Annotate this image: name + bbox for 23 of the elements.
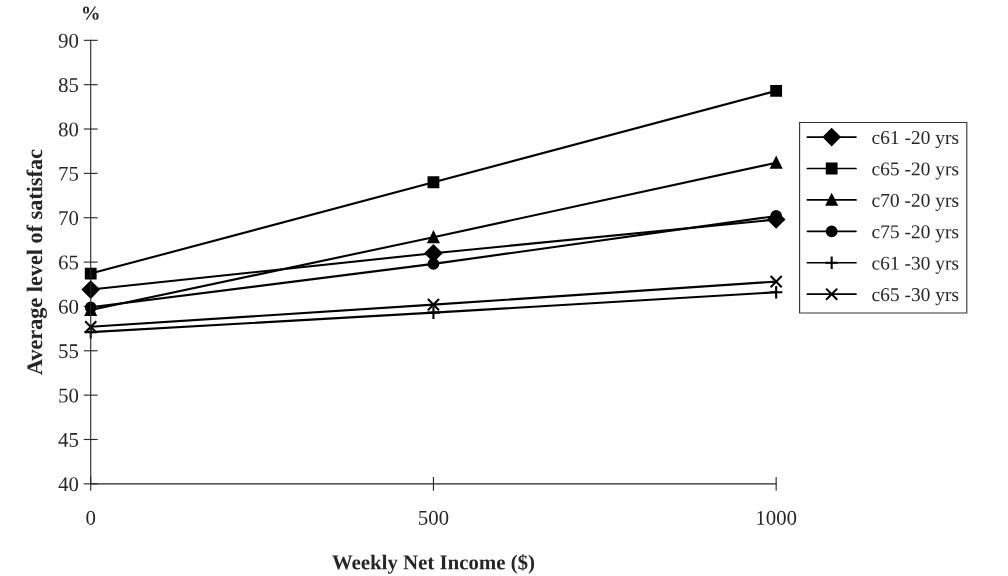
x-tick-label: 500	[419, 510, 449, 525]
y-tick-label: 70	[59, 211, 79, 226]
legend-label: c65 -20 yrs	[872, 162, 959, 180]
legend-label: c61 -30 yrs	[872, 256, 959, 274]
y-axis-title: Average level of satisfac	[26, 149, 47, 375]
x-axis-title: Weekly Net Income ($)	[332, 554, 535, 574]
y-tick-label: 75	[59, 166, 79, 181]
y-tick-label: 50	[59, 388, 79, 403]
legend-label: c70 -20 yrs	[872, 193, 959, 211]
y-tick-label: 65	[58, 255, 79, 270]
x-tick-label: 1000	[757, 510, 797, 525]
legend-label: c61 -20 yrs	[872, 130, 959, 149]
y-tick-label: 45	[58, 433, 79, 447]
y-tick-label: 60	[58, 299, 79, 314]
x-tick-label: 0	[86, 510, 96, 525]
y-tick-label: 90	[58, 33, 79, 48]
legend-label: c65 -30 yrs	[872, 288, 959, 306]
y-tick-label: 85	[58, 78, 79, 93]
y-tick-label: 55	[59, 344, 79, 359]
legend-label: c75 -20 yrs	[872, 225, 959, 243]
y-tick-label: 40	[58, 477, 79, 492]
y-tick-label: 80	[58, 122, 79, 137]
text: %	[82, 6, 99, 20]
